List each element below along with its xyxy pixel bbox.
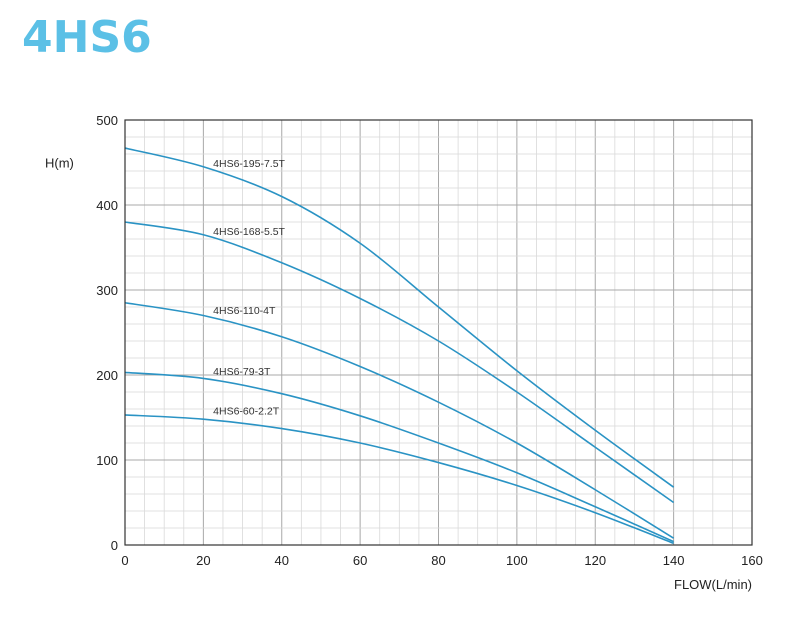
series-label: 4HS6-168-5.5T	[213, 226, 285, 238]
x-tick-label: 140	[663, 553, 685, 568]
series-label: 4HS6-79-3T	[213, 366, 271, 378]
series-line	[124, 414, 674, 545]
series-line	[124, 301, 675, 539]
x-tick-label: 60	[353, 553, 367, 568]
y-tick-label: 0	[111, 538, 118, 553]
x-tick-label: 20	[196, 553, 210, 568]
y-tick-label: 400	[96, 198, 118, 213]
series-label: 4HS6-60-2.2T	[213, 406, 280, 418]
y-tick-label: 300	[96, 283, 118, 298]
page-title: 4HS6	[22, 12, 152, 63]
x-tick-label: 40	[275, 553, 289, 568]
y-tick-label: 500	[96, 113, 118, 128]
y-axis-label: H(m)	[45, 156, 74, 171]
chart-grid	[124, 119, 753, 546]
x-tick-label: 160	[741, 553, 763, 568]
series-label: 4HS6-110-4T	[213, 305, 276, 317]
plot-frame	[124, 119, 753, 546]
chart-lines	[124, 147, 675, 545]
x-tick-label: 80	[431, 553, 445, 568]
series-label: 4HS6-195-7.5T	[213, 158, 285, 170]
y-tick-label: 100	[96, 453, 118, 468]
x-tick-label: 100	[506, 553, 528, 568]
x-tick-label: 0	[121, 553, 128, 568]
series-line	[124, 147, 675, 488]
series-line	[124, 371, 674, 543]
x-tick-label: 120	[584, 553, 606, 568]
chart-ticks: 0 20 40 60 80 100 120 140 160 0 100 200 300 400 500	[96, 113, 763, 568]
y-tick-label: 200	[96, 368, 118, 383]
series-line	[124, 221, 675, 504]
x-axis-label: FLOW(L/min)	[674, 577, 752, 592]
series-labels: 4HS6-195-7.5T 4HS6-168-5.5T 4HS6-110-4T 4HS…	[213, 158, 285, 417]
